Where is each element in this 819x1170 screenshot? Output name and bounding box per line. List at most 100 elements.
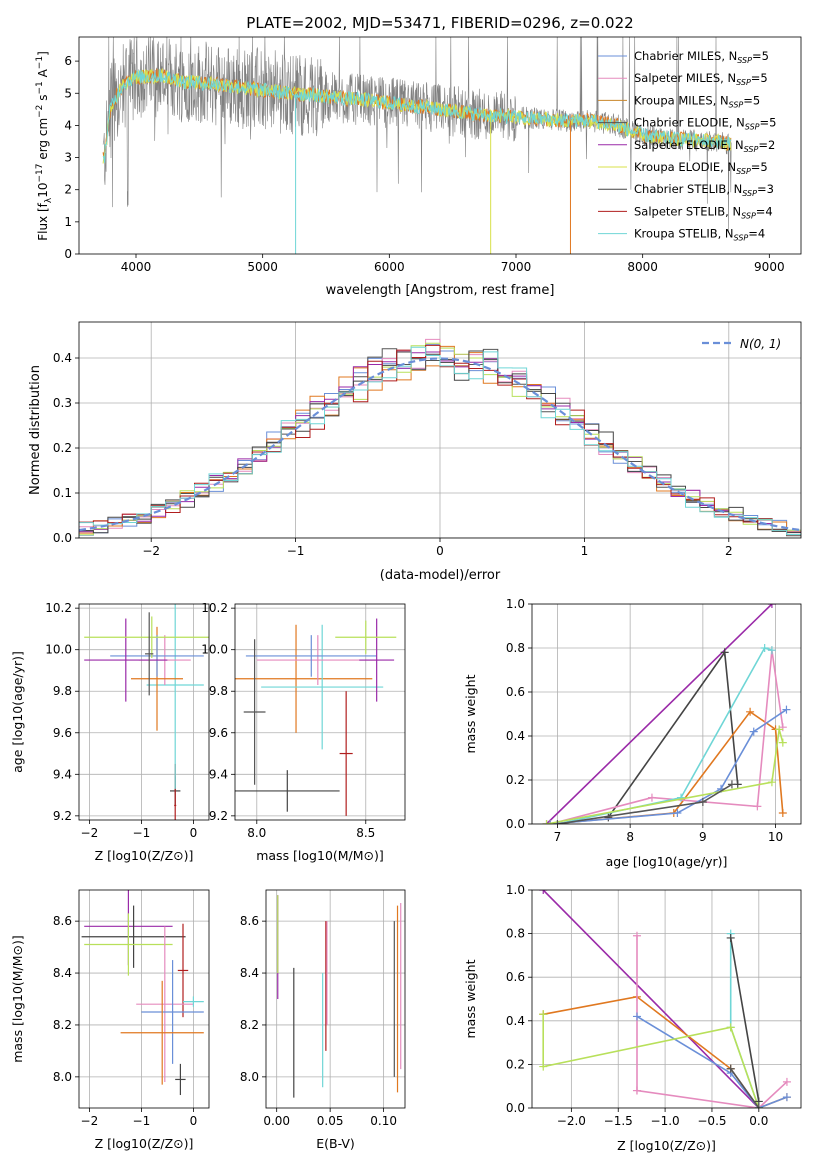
legend-entry: Salpeter ELODIE, NSSP=2 [634, 138, 775, 154]
mass-weight-marker [698, 798, 707, 806]
x-tick-label: 8.0 [247, 826, 266, 840]
legend-entry: Chabrier ELODIE, NSSP=5 [634, 116, 776, 132]
mass-weight-marker [632, 931, 641, 940]
y-tick-label: 1.0 [506, 883, 525, 897]
mass-weight-marker [760, 644, 769, 652]
mass-weight-marker [775, 725, 784, 734]
y-tick-label: 10.0 [45, 643, 72, 657]
y-tick-label: 8.6 [240, 914, 259, 928]
x-tick-label: 0.10 [370, 1114, 397, 1128]
mass-weight-marker [720, 648, 729, 657]
y-tick-label: 1 [64, 215, 72, 229]
legend-label: Chabrier ELODIE, N [634, 116, 745, 130]
legend-label: Chabrier STELIB, N [634, 182, 742, 196]
plot-area-mass-vs-Z [79, 890, 209, 1108]
mass-weight-marker [539, 1062, 548, 1071]
x-tick-label: 0.00 [263, 1114, 290, 1128]
legend-label: Chabrier MILES, N [634, 49, 737, 63]
mass-weight-marker [782, 1077, 791, 1086]
mass-weight-marker [726, 1023, 735, 1032]
mass-weight-marker [767, 604, 776, 608]
y-tick-label: 9.4 [209, 767, 228, 781]
y-tick-label: 8.2 [53, 1018, 72, 1032]
mass-weight-marker [778, 738, 787, 747]
legend-entry: Kroupa ELODIE, NSSP=5 [634, 160, 768, 176]
y-tick-label: 10.2 [45, 601, 72, 615]
x-tick-label: 10 [768, 830, 783, 844]
legend-entry: Kroupa MILES, NSSP=5 [634, 93, 760, 109]
y-tick-label: 8.0 [240, 1070, 259, 1084]
spectrum-xlabel: wavelength [Angstrom, rest frame] [326, 283, 555, 298]
mass-weight-marker [754, 1104, 763, 1108]
axes-massweight-vs-age: 7 8 9 10 0.0 0.2 0.4 0.6 0.8 1.0 [506, 597, 802, 844]
mass-weight-marker [673, 809, 682, 817]
axes-frame [78, 321, 802, 539]
x-tick-label: −1.5 [604, 1114, 633, 1128]
mass-weight-marker [539, 890, 548, 894]
normal-curve [79, 357, 801, 532]
ylabel-part: −2 [35, 105, 45, 118]
axes-massweight-vs-Z: −2.0 −1.5 −1.0 −0.5 0.0 0.0 0.2 0.4 0.6 0.8 1.0 [506, 883, 802, 1128]
mass-weight-marker [726, 1064, 735, 1073]
y-tick-label: 9.6 [209, 726, 228, 740]
legend-label: Kroupa STELIB, N [634, 227, 734, 241]
y-tick-label: 0.0 [53, 531, 72, 545]
mass-weight-marker [782, 1093, 791, 1102]
spectrum-ylabel: Flux [fλ10−17 erg cm−2 s−1 A−1] [35, 51, 54, 241]
y-tick-label: 9.8 [53, 684, 72, 698]
y-tick-label: 0.0 [506, 817, 525, 831]
mass-weight-marker [753, 802, 762, 811]
ylabel-part: A [36, 68, 50, 81]
x-tick-label: 0 [436, 544, 444, 558]
x-tick-label: −2.0 [557, 1114, 586, 1128]
legend-suffix: =5 [752, 49, 769, 63]
ylabel-part: λ [44, 197, 54, 203]
residual-histogram [79, 346, 801, 538]
mass-weight-series [545, 604, 773, 824]
mass-weight-series [729, 937, 760, 1102]
ylabel-part: Flux [f [36, 202, 50, 240]
plot-area-massweight-vs-age [532, 604, 801, 824]
x-tick-label: −1.0 [651, 1114, 680, 1128]
mass-weight-series [636, 1015, 788, 1108]
axes-frame [78, 36, 802, 255]
legend-entry: Salpeter MILES, NSSP=5 [634, 71, 768, 87]
mass-weight-marker [647, 793, 656, 802]
y-tick-label: 10.0 [201, 643, 228, 657]
y-tick-label: 3 [64, 151, 72, 165]
legend-suffix: =5 [760, 116, 777, 130]
axes-mass-vs-ebv: 0.00 0.05 0.10 8.0 8.2 8.4 8.6 [240, 889, 406, 1128]
legend-entry: Salpeter STELIB, NSSP=4 [634, 204, 773, 220]
legend-suffix: =2 [758, 138, 775, 152]
mass-weight-marker [782, 705, 791, 714]
y-tick-label: 2 [64, 183, 72, 197]
x-tick-label: −1 [133, 826, 151, 840]
ylabel-part: −1 [35, 56, 45, 69]
y-tick-label: 0.2 [506, 1057, 525, 1071]
x-tick-label: 6000 [374, 260, 405, 274]
y-tick-label: 0.2 [506, 773, 525, 787]
y-tick-label: 0.6 [506, 685, 525, 699]
x-tick-label: 5000 [247, 260, 278, 274]
legend-entry: Chabrier MILES, NSSP=5 [634, 49, 769, 65]
axes-mass-vs-Z: −2 −1 0 8.0 8.2 8.4 8.6 [53, 889, 210, 1128]
mass-weight-series [542, 890, 760, 1108]
x-tick-label: 0 [190, 826, 198, 840]
ylabel-part: ] [36, 51, 50, 56]
y-tick-label: 8.4 [240, 966, 259, 980]
y-tick-label: 9.4 [53, 767, 72, 781]
legend-sub: SSP [745, 123, 760, 132]
mass-weight-marker [632, 1012, 641, 1021]
x-tick-label: 0.05 [317, 1114, 344, 1128]
y-tick-label: 0.4 [506, 729, 525, 743]
mass-weight-series [730, 1068, 760, 1108]
y-tick-label: 8.6 [53, 914, 72, 928]
mass-weight-marker [553, 820, 562, 824]
y-tick-label: 0.8 [506, 641, 525, 655]
x-tick-label: −1 [133, 1114, 151, 1128]
mass-weight-marker [767, 778, 776, 787]
figure-title: PLATE=2002, MJD=53471, FIBERID=0296, z=0… [246, 14, 633, 32]
plot-area-mass-vs-ebv [266, 890, 405, 1108]
y-tick-label: 0.4 [53, 351, 72, 365]
